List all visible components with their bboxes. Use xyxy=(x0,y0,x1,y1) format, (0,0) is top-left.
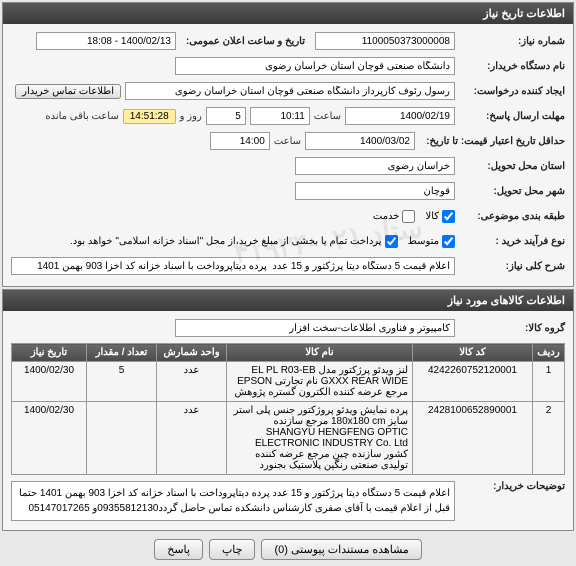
table-row[interactable]: 22428100652890001پرده نمایش ویدئو پروژکت… xyxy=(12,402,565,475)
city-field[interactable] xyxy=(295,182,455,200)
cell-date: 1400/02/30 xyxy=(12,362,87,402)
hour-label-1: ساعت xyxy=(314,111,341,122)
price-valid-hour-field[interactable] xyxy=(210,132,270,150)
cell-idx: 1 xyxy=(533,362,565,402)
partial-checkbox-label[interactable]: پرداخت تمام یا بخشی از مبلغ خرید،از محل … xyxy=(70,235,398,248)
deadline-date-field[interactable] xyxy=(345,107,455,125)
partial-checkbox[interactable] xyxy=(385,235,398,248)
province-field[interactable] xyxy=(295,157,455,175)
city-label: شهر محل تحویل: xyxy=(455,186,565,197)
items-panel-header: اطلاعات کالاهای مورد نیاز xyxy=(3,290,573,311)
budget-type-label: طبقه بندی موضوعی: xyxy=(455,211,565,222)
med-checkbox-label[interactable]: متوسط xyxy=(408,235,455,248)
items-table: ردیف کد کالا نام کالا واحد شمارش تعداد /… xyxy=(11,343,565,475)
cell-date: 1400/02/30 xyxy=(12,402,87,475)
cell-code: 4242260752120001 xyxy=(413,362,533,402)
creator-field[interactable] xyxy=(125,82,455,100)
remaining-label: ساعت باقی مانده xyxy=(45,111,118,122)
cell-name: پرده نمایش ویدئو پروژکتور جنس پلی استر س… xyxy=(227,402,413,475)
items-panel: اطلاعات کالاهای مورد نیاز گروه کالا: ردی… xyxy=(2,289,574,531)
hour-label-2: ساعت xyxy=(274,136,301,147)
table-row[interactable]: 14242260752120001لنز ویدئو پرژکتور مدل E… xyxy=(12,362,565,402)
buyer-org-field[interactable] xyxy=(175,57,455,75)
cell-code: 2428100652890001 xyxy=(413,402,533,475)
th-name: نام کالا xyxy=(227,344,413,362)
contact-button[interactable]: اطلاعات تماس خریدار xyxy=(15,84,121,99)
process-type-label: نوع فرآیند خرید : xyxy=(455,236,565,247)
cell-idx: 2 xyxy=(533,402,565,475)
items-form: گروه کالا: ردیف کد کالا نام کالا واحد شم… xyxy=(3,311,573,530)
footer-buttons: مشاهده مستندات پیوستی (0) چاپ پاسخ xyxy=(0,533,576,566)
price-valid-date-field[interactable] xyxy=(305,132,415,150)
deadline-days-field[interactable] xyxy=(206,107,246,125)
cell-name: لنز ویدئو پرژکتور مدل EL PL R03-EB GXXX … xyxy=(227,362,413,402)
info-panel-header: اطلاعات تاریخ نیاز xyxy=(3,3,573,24)
th-code: کد کالا xyxy=(413,344,533,362)
med-checkbox[interactable] xyxy=(442,235,455,248)
goods-text: کالا xyxy=(425,211,439,222)
med-text: متوسط xyxy=(408,236,439,247)
service-text: خدمت xyxy=(373,211,400,222)
announce-time-label: تاریخ و ساعت اعلان عمومی: xyxy=(180,36,311,47)
countdown-badge: 14:51:28 xyxy=(123,109,176,124)
deadline-label: مهلت ارسال پاسخ: xyxy=(455,111,565,122)
subject-label: شرح کلی نیاز: xyxy=(455,261,565,272)
buyer-desc-label: توضیحات خریدار: xyxy=(455,481,565,492)
goods-checkbox[interactable] xyxy=(442,210,455,223)
cell-qty xyxy=(87,402,157,475)
goods-checkbox-label[interactable]: کالا xyxy=(425,210,455,223)
cell-unit: عدد xyxy=(157,402,227,475)
announce-time-field[interactable] xyxy=(36,32,176,50)
buyer-org-label: نام دستگاه خریدار: xyxy=(455,61,565,72)
cell-qty: 5 xyxy=(87,362,157,402)
creator-label: ایجاد کننده درخواست: xyxy=(455,86,565,97)
need-no-field[interactable] xyxy=(315,32,455,50)
buyer-desc-box: اعلام قیمت 5 دستگاه دیتا پرژکتور و 15 عد… xyxy=(11,481,455,521)
subject-field[interactable] xyxy=(11,257,455,275)
price-valid-label: حداقل تاریخ اعتبار قیمت: تا تاریخ: xyxy=(415,136,565,147)
deadline-hour-field[interactable] xyxy=(250,107,310,125)
day-and-label: روز و xyxy=(180,111,202,122)
partial-text: پرداخت تمام یا بخشی از مبلغ خرید،از محل … xyxy=(70,236,382,247)
th-unit: واحد شمارش xyxy=(157,344,227,362)
info-form: ستاد ۰۲۱-۴۱۹۳۴ شماره نیاز: تاریخ و ساعت … xyxy=(3,24,573,286)
service-checkbox-label[interactable]: خدمت xyxy=(373,210,416,223)
th-qty: تعداد / مقدار xyxy=(87,344,157,362)
goods-group-label: گروه کالا: xyxy=(455,323,565,334)
cell-unit: عدد xyxy=(157,362,227,402)
need-no-label: شماره نیاز: xyxy=(455,36,565,47)
info-panel: اطلاعات تاریخ نیاز ستاد ۰۲۱-۴۱۹۳۴ شماره … xyxy=(2,2,574,287)
th-row: ردیف xyxy=(533,344,565,362)
province-label: استان محل تحویل: xyxy=(455,161,565,172)
th-date: تاریخ نیاز xyxy=(12,344,87,362)
service-checkbox[interactable] xyxy=(402,210,415,223)
goods-group-field[interactable] xyxy=(175,319,455,337)
